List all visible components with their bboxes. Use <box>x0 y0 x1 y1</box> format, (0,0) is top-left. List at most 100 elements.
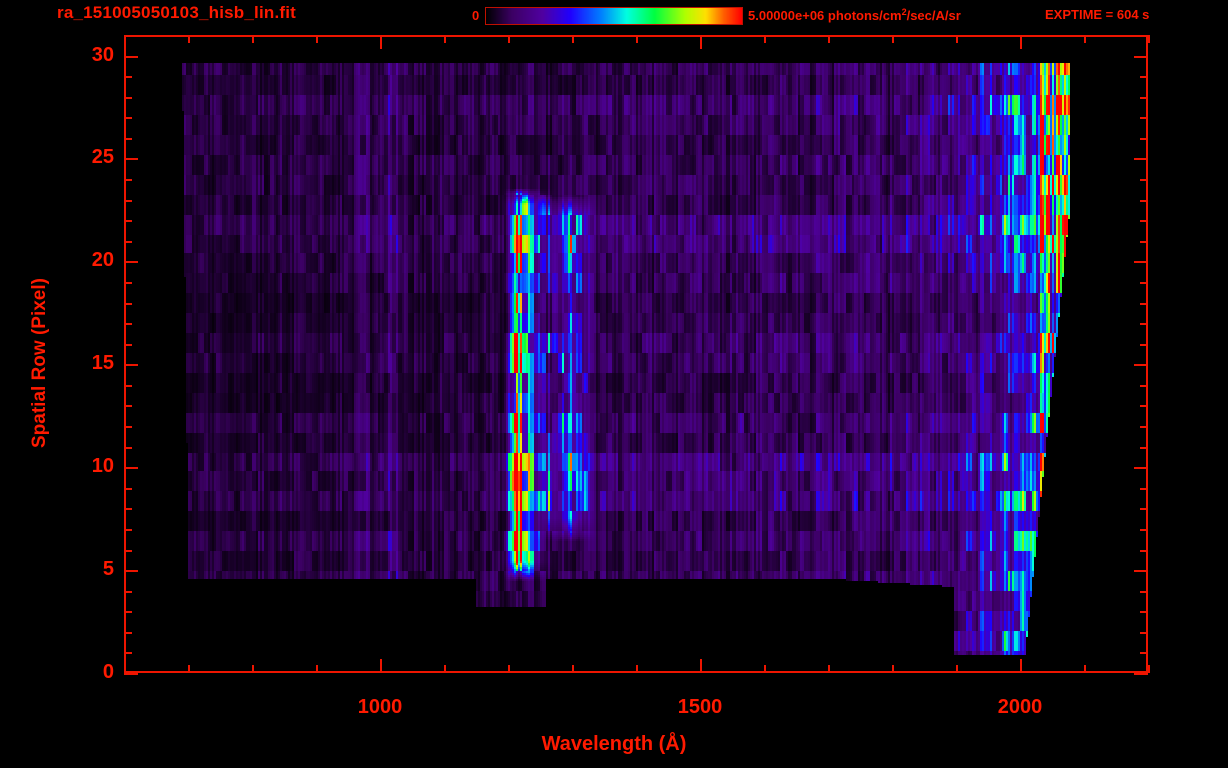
y-minor-tick-right <box>1140 200 1148 202</box>
spectrogram-image <box>126 37 1146 671</box>
x-minor-tick <box>828 665 830 673</box>
x-minor-tick <box>1084 665 1086 673</box>
y-minor-tick-right <box>1140 179 1148 181</box>
y-minor-tick-right <box>1140 550 1148 552</box>
y-major-tick-right <box>1134 158 1148 160</box>
y-minor-tick <box>124 220 132 222</box>
x-major-tick <box>380 659 382 673</box>
x-minor-tick-top <box>252 35 254 43</box>
x-minor-tick <box>636 665 638 673</box>
y-minor-tick-right <box>1140 405 1148 407</box>
y-minor-tick <box>124 447 132 449</box>
x-major-tick <box>1020 659 1022 673</box>
y-minor-tick-right <box>1140 220 1148 222</box>
y-minor-tick-right <box>1140 323 1148 325</box>
x-tick-label: 2000 <box>997 696 1043 718</box>
y-major-tick <box>124 56 138 58</box>
y-major-tick-right <box>1134 261 1148 263</box>
y-minor-tick-right <box>1140 138 1148 140</box>
x-minor-tick-top <box>956 35 958 43</box>
y-minor-tick-right <box>1140 611 1148 613</box>
x-minor-tick-top <box>1084 35 1086 43</box>
x-major-tick <box>700 659 702 673</box>
y-minor-tick-right <box>1140 344 1148 346</box>
y-minor-tick-right <box>1140 488 1148 490</box>
y-minor-tick-right <box>1140 117 1148 119</box>
x-minor-tick <box>316 665 318 673</box>
x-minor-tick-top <box>892 35 894 43</box>
y-minor-tick <box>124 200 132 202</box>
x-minor-tick <box>892 665 894 673</box>
y-minor-tick-right <box>1140 652 1148 654</box>
y-axis-title: Spatial Row (Pixel) <box>29 278 50 448</box>
x-tick-label: 1000 <box>357 696 403 718</box>
y-minor-tick <box>124 405 132 407</box>
y-minor-tick-right <box>1140 35 1148 37</box>
y-major-tick <box>124 364 138 366</box>
y-tick-label: 30 <box>91 43 114 66</box>
y-tick-label: 10 <box>91 455 114 478</box>
colorbar-gradient <box>486 8 742 24</box>
x-minor-tick-top <box>316 35 318 43</box>
y-major-tick <box>124 673 138 675</box>
x-minor-tick-top <box>764 35 766 43</box>
colorbar-unit-post: /sec/A/sr <box>906 8 961 23</box>
y-tick-label: 5 <box>102 558 114 581</box>
y-minor-tick-right <box>1140 385 1148 387</box>
y-minor-tick <box>124 76 132 78</box>
colorbar-max-label: 5.00000e+06 photons/cm2/sec/A/sr <box>748 7 961 23</box>
y-minor-tick <box>124 508 132 510</box>
x-minor-tick-top <box>828 35 830 43</box>
y-major-tick-right <box>1134 467 1148 469</box>
y-minor-tick <box>124 488 132 490</box>
y-minor-tick <box>124 117 132 119</box>
x-minor-tick-top <box>1148 35 1150 43</box>
colorbar-max-value: 5.00000e+06 <box>748 8 825 23</box>
y-minor-tick-right <box>1140 426 1148 428</box>
x-axis-title: Wavelength (Å) <box>541 733 687 755</box>
y-minor-tick <box>124 344 132 346</box>
x-minor-tick-top <box>444 35 446 43</box>
y-minor-tick <box>124 138 132 140</box>
y-tick-label: 0 <box>102 661 114 683</box>
x-minor-tick <box>508 665 510 673</box>
y-minor-tick <box>124 591 132 593</box>
x-tick-label: 1500 <box>677 696 723 718</box>
x-major-tick-top <box>1020 35 1022 49</box>
x-minor-tick <box>1148 665 1150 673</box>
y-minor-tick <box>124 426 132 428</box>
y-major-tick-right <box>1134 56 1148 58</box>
x-minor-tick-top <box>572 35 574 43</box>
y-minor-tick-right <box>1140 447 1148 449</box>
y-minor-tick-right <box>1140 529 1148 531</box>
x-minor-tick <box>252 665 254 673</box>
x-minor-tick <box>764 665 766 673</box>
y-minor-tick-right <box>1140 508 1148 510</box>
colorbar-min-label: 0 <box>472 8 480 23</box>
colorbar-unit-exponent: 2 <box>901 7 907 17</box>
y-minor-tick <box>124 611 132 613</box>
colorbar-unit-pre: photons/cm <box>824 8 902 23</box>
x-minor-tick <box>956 665 958 673</box>
y-minor-tick-right <box>1140 282 1148 284</box>
y-major-tick <box>124 261 138 263</box>
y-minor-tick-right <box>1140 303 1148 305</box>
colorbar <box>485 7 743 25</box>
y-minor-tick <box>124 385 132 387</box>
spectrogram-canvas <box>126 37 1146 671</box>
x-minor-tick-top <box>188 35 190 43</box>
y-major-tick-right <box>1134 364 1148 366</box>
y-minor-tick <box>124 550 132 552</box>
y-major-tick-right <box>1134 673 1148 675</box>
y-major-tick <box>124 467 138 469</box>
y-minor-tick <box>124 323 132 325</box>
y-major-tick <box>124 570 138 572</box>
y-minor-tick-right <box>1140 97 1148 99</box>
page-title: ra_151005050103_hisb_lin.fit <box>57 3 297 22</box>
y-minor-tick <box>124 632 132 634</box>
y-minor-tick <box>124 303 132 305</box>
y-minor-tick <box>124 652 132 654</box>
y-minor-tick <box>124 282 132 284</box>
y-minor-tick-right <box>1140 591 1148 593</box>
